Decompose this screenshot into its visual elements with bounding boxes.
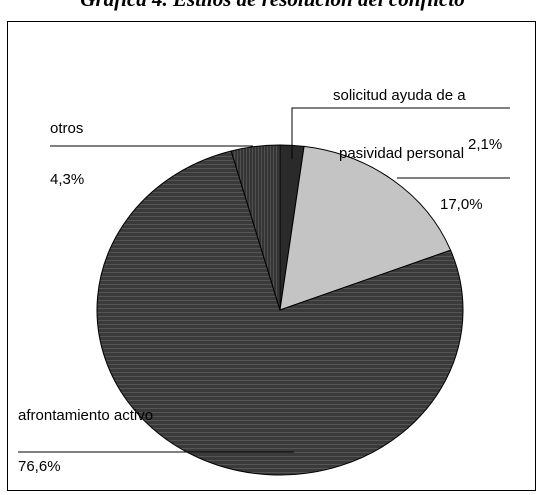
slice-label-1: solicitud ayuda de a: [333, 87, 466, 104]
chart-title: Gráfica 4. Estilos de resolución del con…: [0, 0, 545, 12]
slice-label-4: otros: [50, 120, 83, 137]
slice-value-1: 2,1%: [468, 136, 502, 153]
leader-line-1: [291, 107, 510, 159]
slice-value-2: 17,0%: [440, 196, 483, 213]
pie-slice-3: [96, 150, 464, 476]
slice-label-2: pasividad personal: [339, 145, 464, 162]
chart-frame: [7, 21, 536, 491]
slice-value-4: 4,3%: [50, 171, 84, 188]
slice-value-3: 76,6%: [18, 458, 61, 475]
pie-slice-2: [279, 145, 452, 311]
slice-label-3: afrontamiento activo: [18, 407, 153, 424]
pie-slice-4: [230, 144, 281, 311]
